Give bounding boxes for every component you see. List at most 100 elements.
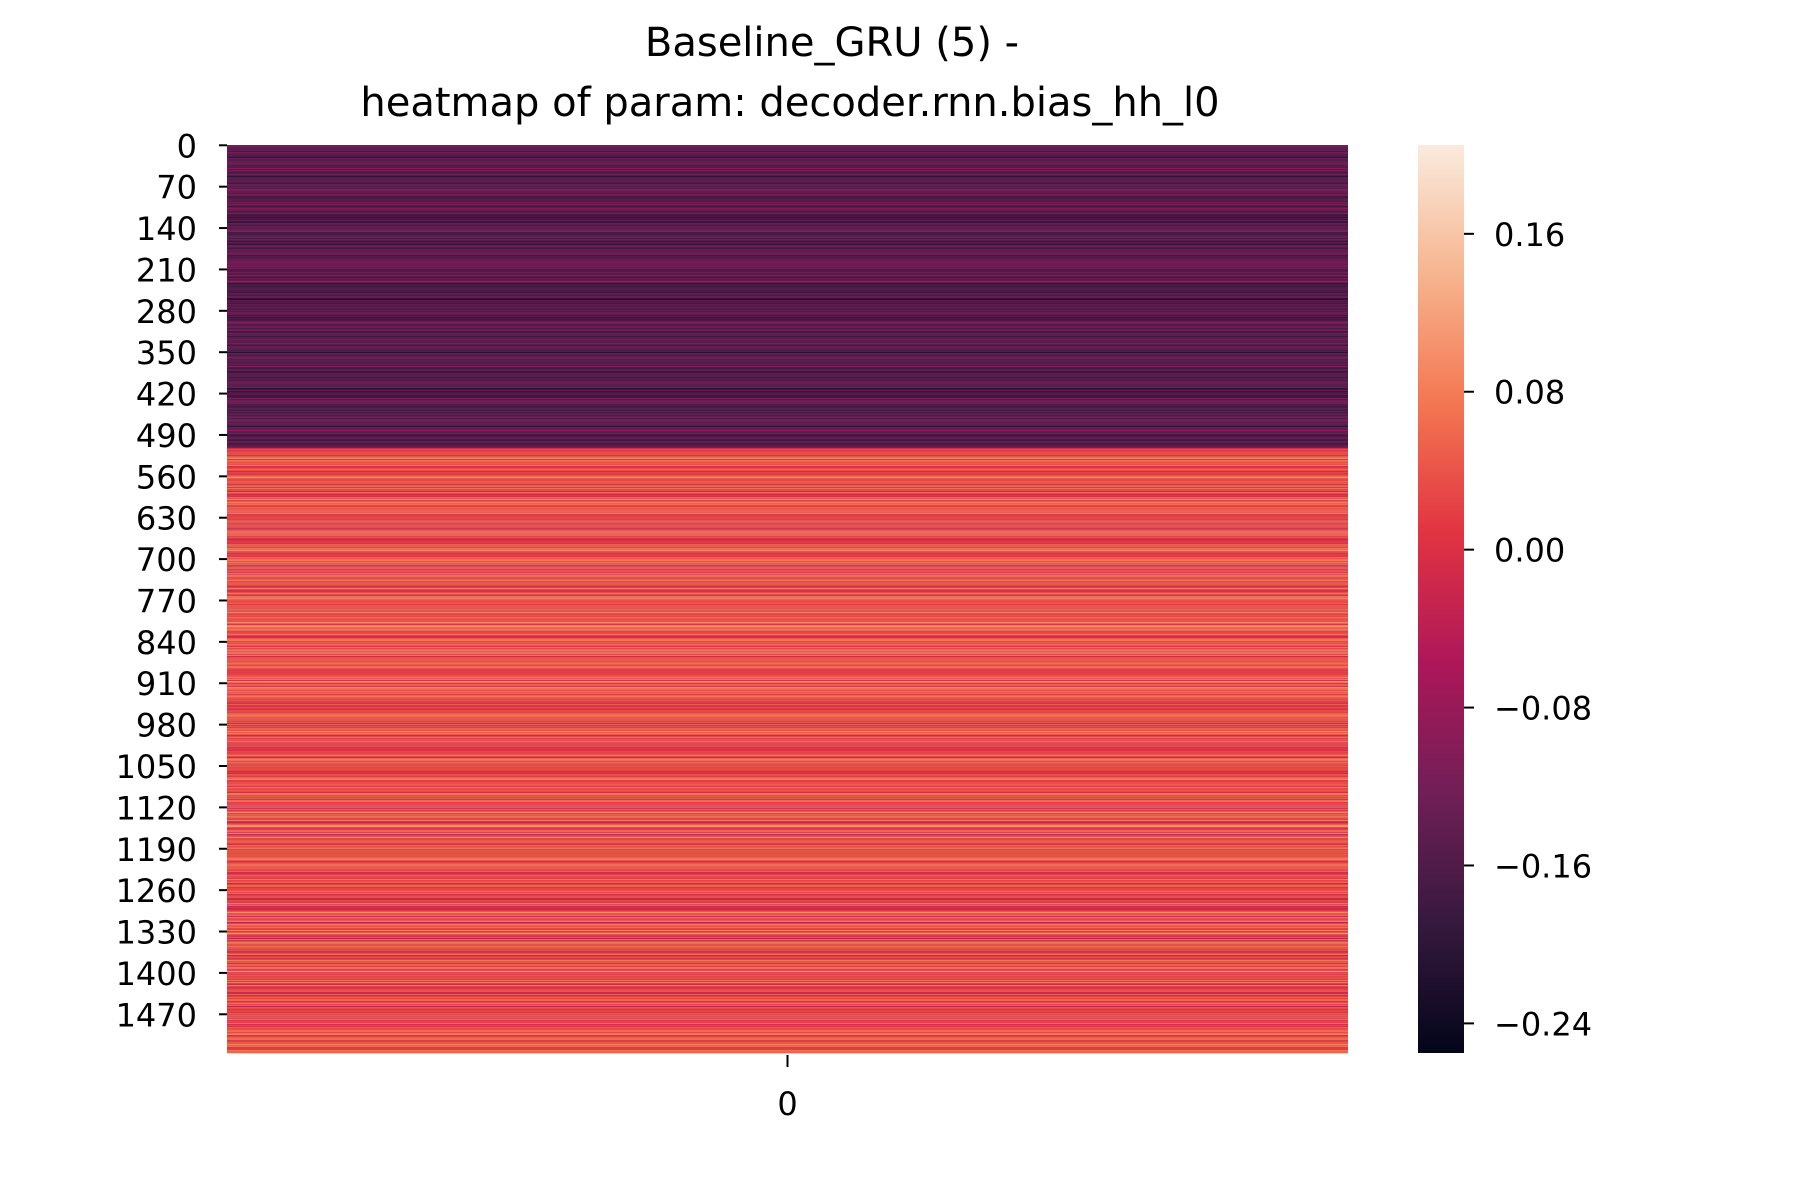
- heatmap-row: [227, 416, 1348, 418]
- heatmap-row: [227, 258, 1348, 260]
- heatmap-row: [227, 747, 1348, 749]
- heatmap-row: [227, 800, 1348, 802]
- heatmap-row: [227, 478, 1348, 480]
- heatmap-row: [227, 986, 1348, 988]
- heatmap-row: [227, 1012, 1348, 1014]
- heatmap-row: [227, 548, 1348, 550]
- heatmap-row: [227, 745, 1348, 746]
- heatmap-row: [227, 925, 1348, 927]
- heatmap-row: [227, 415, 1348, 417]
- heatmap-row: [227, 1050, 1348, 1051]
- heatmap-row: [227, 460, 1348, 462]
- heatmap-row: [227, 305, 1348, 307]
- heatmap-row: [227, 268, 1348, 270]
- heatmap-row: [227, 1005, 1348, 1007]
- heatmap-row: [227, 198, 1348, 200]
- heatmap-row: [227, 1008, 1348, 1010]
- heatmap-row: [227, 177, 1348, 179]
- heatmap-row: [227, 1024, 1348, 1026]
- heatmap-row: [227, 296, 1348, 298]
- heatmap-row: [227, 405, 1348, 407]
- heatmap-row: [227, 1021, 1348, 1023]
- heatmap-row: [227, 571, 1348, 573]
- heatmap-row: [227, 750, 1348, 752]
- heatmap-row: [227, 344, 1348, 346]
- heatmap-row: [227, 266, 1348, 268]
- heatmap-row: [227, 154, 1348, 156]
- heatmap-row: [227, 304, 1348, 306]
- heatmap-row: [227, 464, 1348, 466]
- heatmap-row: [227, 388, 1348, 390]
- heatmap-row: [227, 890, 1348, 892]
- heatmap-row: [227, 282, 1348, 284]
- heatmap-row: [227, 149, 1348, 151]
- heatmap-row: [227, 226, 1348, 228]
- heatmap-row: [227, 159, 1348, 161]
- heatmap-row: [227, 241, 1348, 243]
- heatmap-row: [227, 984, 1348, 986]
- chart-title-line-1: Baseline_GRU (5) -: [644, 20, 1020, 66]
- heatmap-row: [227, 814, 1348, 816]
- heatmap-row: [227, 937, 1348, 939]
- heatmap-row: [227, 241, 1348, 243]
- heatmap-row: [227, 550, 1348, 552]
- heatmap-row: [227, 562, 1348, 564]
- heatmap-row: [227, 654, 1348, 656]
- heatmap-row: [227, 345, 1348, 347]
- heatmap-row: [227, 533, 1348, 535]
- heatmap-row: [227, 1051, 1348, 1053]
- heatmap-row: [227, 766, 1348, 768]
- heatmap-row: [227, 549, 1348, 551]
- heatmap-row: [227, 695, 1348, 697]
- heatmap-row: [227, 801, 1348, 803]
- heatmap-row: [227, 175, 1348, 177]
- heatmap-row: [227, 954, 1348, 956]
- heatmap-row: [227, 848, 1348, 850]
- heatmap-row: [227, 664, 1348, 666]
- heatmap-row: [227, 1000, 1348, 1002]
- heatmap-row: [227, 493, 1348, 495]
- heatmap-row: [227, 356, 1348, 358]
- heatmap-row: [227, 467, 1348, 469]
- heatmap-row: [227, 980, 1348, 982]
- heatmap-row: [227, 568, 1348, 570]
- heatmap-row: [227, 387, 1348, 389]
- heatmap-row: [227, 544, 1348, 545]
- heatmap-row: [227, 995, 1348, 997]
- heatmap-row: [227, 869, 1348, 871]
- heatmap-row: [227, 707, 1348, 709]
- heatmap-row: [227, 866, 1348, 868]
- heatmap-row: [227, 398, 1348, 400]
- heatmap-row: [227, 450, 1348, 451]
- heatmap-row: [227, 967, 1348, 969]
- heatmap-row: [227, 411, 1348, 412]
- heatmap-row: [227, 444, 1348, 446]
- heatmap-row: [227, 732, 1348, 733]
- heatmap-row: [227, 528, 1348, 530]
- heatmap-row: [227, 435, 1348, 437]
- heatmap-row: [227, 465, 1348, 467]
- heatmap-row: [227, 431, 1348, 433]
- heatmap-row: [227, 539, 1348, 541]
- heatmap-row: [227, 932, 1348, 934]
- heatmap-row: [227, 217, 1348, 219]
- heatmap-row: [227, 567, 1348, 569]
- heatmap-row: [227, 282, 1348, 284]
- heatmap-row: [227, 742, 1348, 743]
- heatmap-row: [227, 1006, 1348, 1008]
- heatmap-row: [227, 924, 1348, 926]
- heatmap-row: [227, 504, 1348, 506]
- heatmap-row: [227, 565, 1348, 567]
- heatmap-row: [227, 665, 1348, 667]
- heatmap-row: [227, 632, 1348, 634]
- heatmap-row: [227, 153, 1348, 155]
- heatmap-row: [227, 399, 1348, 401]
- heatmap-row: [227, 463, 1348, 465]
- heatmap-row: [227, 416, 1348, 418]
- heatmap-row: [227, 393, 1348, 395]
- heatmap-row: [227, 605, 1348, 607]
- y-tick-label: 1260: [116, 872, 197, 910]
- heatmap-row: [227, 358, 1348, 360]
- heatmap-row: [227, 820, 1348, 822]
- heatmap-row: [227, 147, 1348, 149]
